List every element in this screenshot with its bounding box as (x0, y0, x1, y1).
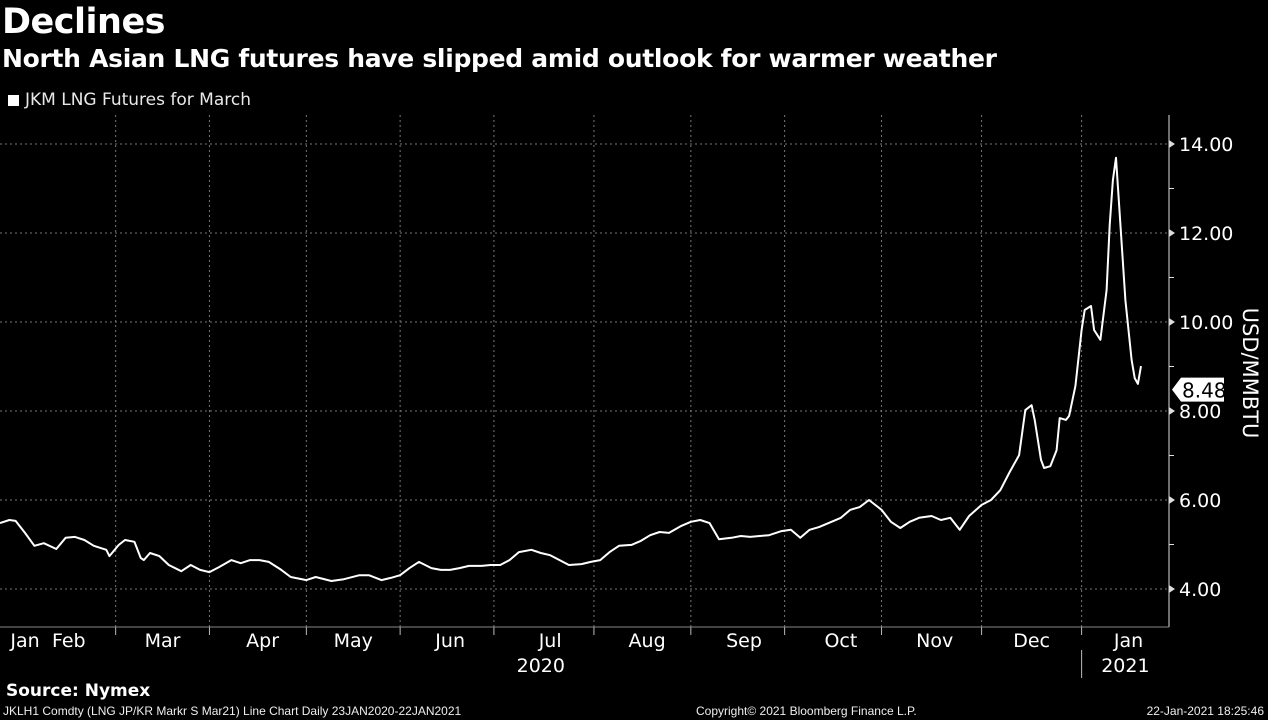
y-tick-mark (1169, 318, 1175, 326)
y-tick-mark (1169, 496, 1175, 504)
x-tick-label: Oct (824, 630, 857, 652)
series-line (0, 156, 1142, 582)
timestamp: 22-Jan-2021 18:25:46 (1146, 704, 1264, 718)
year-label: 2020 (517, 655, 565, 677)
series (0, 156, 1142, 582)
y-axis-title: USD/MMBTU (1238, 308, 1262, 439)
last-value-flag (1172, 377, 1224, 402)
y-tick-mark (1169, 229, 1175, 237)
y-tick-label: 4.00 (1179, 579, 1221, 601)
legend: JKM LNG Futures for March (8, 90, 251, 110)
y-tick-label: 6.00 (1179, 490, 1221, 512)
x-tick-label: Jan (9, 630, 39, 652)
tick-labels: 4.00 6.00 8.00 10.00 12.00 14.00 Jan Feb Mar Apr M… (9, 134, 1262, 677)
ticker-info: JKLH1 Comdty (LNG JP/KR Markr S Mar21) L… (3, 704, 462, 718)
y-tick-label: 10.00 (1179, 312, 1233, 334)
y-tick-mark (1169, 407, 1175, 415)
x-tick-label: Jul (538, 630, 562, 652)
source-note: Source: Nymex (6, 681, 151, 701)
x-tick-label: Jan (1113, 630, 1143, 652)
x-tick-label: Sep (726, 630, 762, 652)
x-tick-label: Aug (629, 630, 666, 652)
x-tick-label: Apr (246, 630, 279, 652)
chart-subtitle: North Asian LNG futures have slipped ami… (2, 44, 997, 73)
copyright: Copyright© 2021 Bloomberg Finance L.P. (696, 704, 917, 718)
y-tick-label: 8.00 (1179, 401, 1221, 423)
legend-swatch (8, 94, 19, 106)
y-tick-mark (1169, 585, 1175, 593)
last-value-label: 8.48 (1182, 379, 1227, 403)
y-tick-label: 14.00 (1179, 134, 1233, 156)
y-tick-label: 12.00 (1179, 223, 1233, 245)
x-tick-label: Mar (145, 630, 181, 652)
x-tick-label: Dec (1013, 630, 1050, 652)
axes (0, 115, 1175, 678)
x-tick-label: Nov (916, 630, 953, 652)
chart-title: Declines (2, 2, 166, 42)
x-tick-label: Jun (434, 630, 465, 652)
x-tick-label: Feb (52, 630, 86, 652)
year-label: 2021 (1101, 655, 1149, 677)
y-tick-mark (1169, 140, 1175, 148)
x-tick-label: May (334, 630, 373, 652)
gridlines (0, 115, 1169, 627)
legend-label: JKM LNG Futures for March (25, 90, 251, 110)
